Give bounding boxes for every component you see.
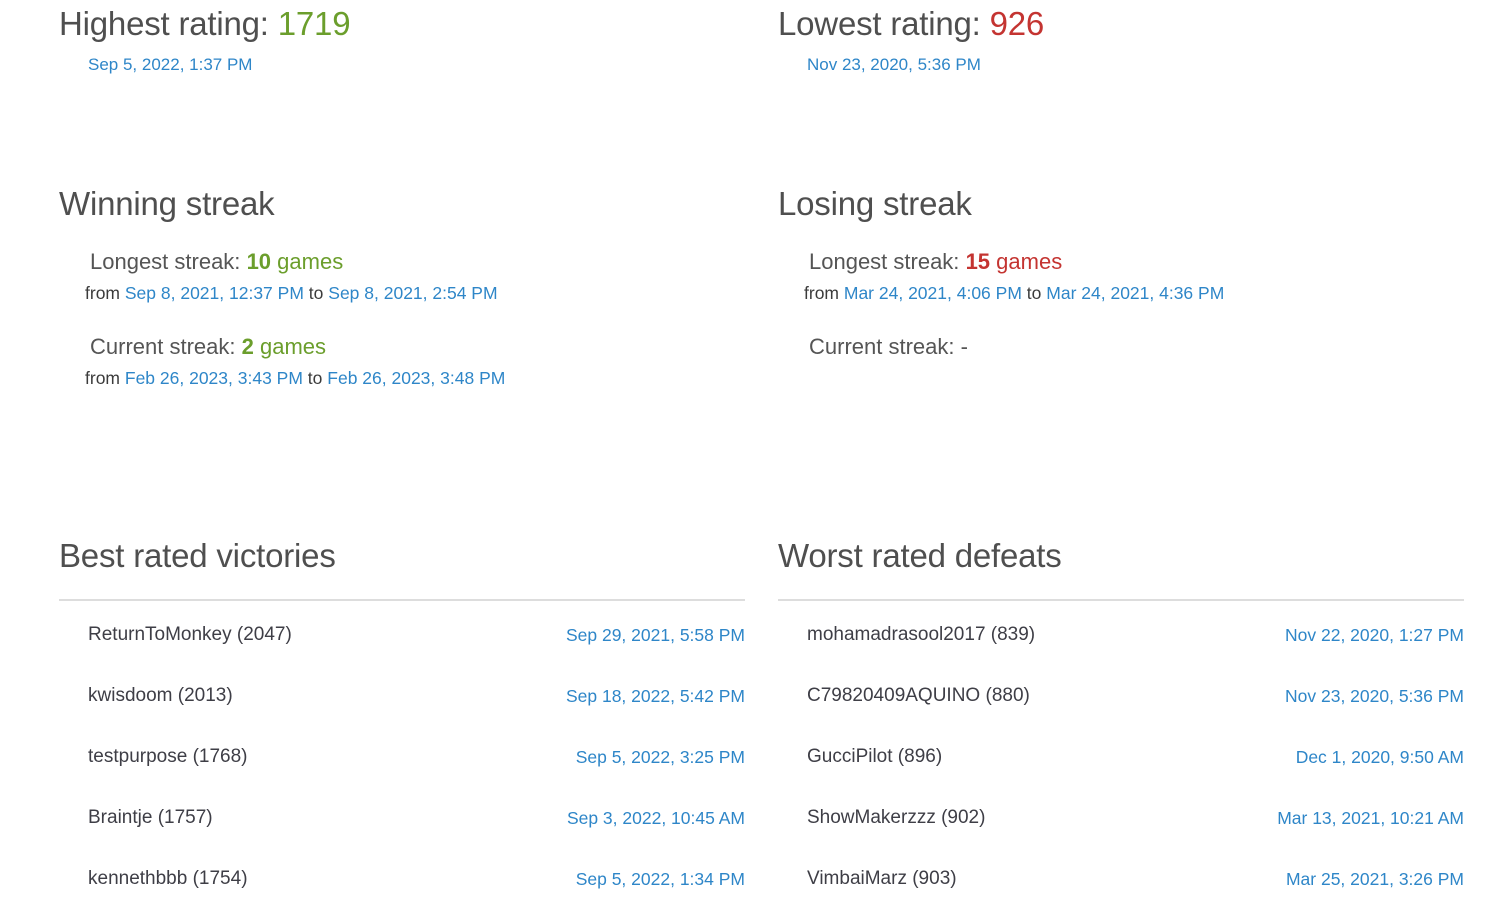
best-victories-section: Best rated victories ReturnToMonkey (204… [59,537,745,901]
losing-current-label: Current streak: [809,333,955,359]
streaks-row: Winning streak Longest streak: 10 games … [59,185,1464,389]
winning-streak-section: Winning streak Longest streak: 10 games … [59,185,745,389]
losing-longest-range-line: from Mar 24, 2021, 4:06 PM to Mar 24, 20… [804,283,1464,304]
lowest-rating-section: Lowest rating: 926 Nov 23, 2020, 5:36 PM [778,5,1464,75]
game-date-link[interactable]: Sep 5, 2022, 3:25 PM [575,746,745,767]
winning-longest-streak-line: Longest streak: 10 games [90,249,745,275]
losing-current-value: - [960,333,968,359]
game-date-link[interactable]: Sep 18, 2022, 5:42 PM [565,685,745,706]
game-date-link[interactable]: Sep 29, 2021, 5:58 PM [565,624,745,645]
game-date-link[interactable]: Mar 13, 2021, 10:21 AM [1277,807,1464,828]
highest-rating-date-link[interactable]: Sep 5, 2022, 1:37 PM [88,54,253,74]
defeat-row: GucciPilot (896) Dec 1, 2020, 9:50 AM [778,727,1464,788]
winning-current-range-line: from Feb 26, 2023, 3:43 PM to Feb 26, 20… [85,368,745,389]
highest-rating-value: 1719 [277,5,351,42]
winning-current-from-date-link[interactable]: Feb 26, 2023, 3:43 PM [124,367,303,388]
game-date-link[interactable]: Nov 23, 2020, 5:36 PM [1285,685,1464,706]
worst-defeats-title: Worst rated defeats [778,536,1062,574]
losing-longest-streak-line: Longest streak: 15 games [809,249,1464,275]
victory-row: ReturnToMonkey (2047) Sep 29, 2021, 5:58… [59,605,745,666]
opponent-name: ReturnToMonkey (2047) [88,624,292,646]
ratings-row: Highest rating: 1719 Sep 5, 2022, 1:37 P… [59,5,1464,75]
losing-longest-from-date-link[interactable]: Mar 24, 2021, 4:06 PM [843,282,1022,303]
game-date-link[interactable]: Mar 25, 2021, 3:26 PM [1285,868,1464,889]
worst-defeats-list: mohamadrasool2017 (839) Nov 22, 2020, 1:… [778,605,1464,901]
defeat-row: VimbaiMarz (903) Mar 25, 2021, 3:26 PM [778,849,1464,901]
from-label: from [85,367,120,388]
winning-longest-range-line: from Sep 8, 2021, 12:37 PM to Sep 8, 202… [85,283,745,304]
winning-longest-to-date-link[interactable]: Sep 8, 2021, 2:54 PM [328,282,498,303]
victory-row: kennethbbb (1754) Sep 5, 2022, 1:34 PM [59,849,745,901]
lowest-rating-label: Lowest rating: [778,5,981,42]
losing-longest-to-date-link[interactable]: Mar 24, 2021, 4:36 PM [1046,282,1225,303]
winning-current-label: Current streak: [90,333,236,359]
opponent-name: ShowMakerzzz (902) [807,807,986,829]
game-date-link[interactable]: Dec 1, 2020, 9:50 AM [1295,746,1464,767]
winning-longest-label: Longest streak: [90,248,241,274]
opponent-name: testpurpose (1768) [88,746,248,768]
opponent-name: kennethbbb (1754) [88,868,248,890]
lowest-rating-heading: Lowest rating: 926 [778,5,1464,43]
divider [59,598,745,601]
opponent-name: GucciPilot (896) [807,746,943,768]
to-label: to [1026,282,1042,303]
lowest-rating-value: 926 [989,5,1045,42]
defeat-row: mohamadrasool2017 (839) Nov 22, 2020, 1:… [778,605,1464,666]
winning-current-unit: games [260,333,327,359]
winning-longest-value: 10 [246,248,272,274]
winning-longest-unit: games [277,248,344,274]
highest-rating-section: Highest rating: 1719 Sep 5, 2022, 1:37 P… [59,5,745,75]
best-victories-title: Best rated victories [59,536,336,574]
highest-rating-label: Highest rating: [59,5,269,42]
winning-current-value: 2 [241,333,254,359]
winning-current-streak-line: Current streak: 2 games [90,334,745,360]
game-date-link[interactable]: Sep 3, 2022, 10:45 AM [566,807,745,828]
losing-streak-section: Losing streak Longest streak: 15 games f… [778,185,1464,389]
losing-current-streak-line: Current streak: - [809,334,1464,360]
defeat-row: ShowMakerzzz (902) Mar 13, 2021, 10:21 A… [778,788,1464,849]
defeat-row: C79820409AQUINO (880) Nov 23, 2020, 5:36… [778,666,1464,727]
victory-row: testpurpose (1768) Sep 5, 2022, 3:25 PM [59,727,745,788]
opponent-name: Braintje (1757) [88,807,213,829]
from-label: from [85,282,120,303]
opponent-name: C79820409AQUINO (880) [807,685,1030,707]
divider [778,598,1464,601]
lists-row: Best rated victories ReturnToMonkey (204… [59,537,1464,901]
winning-longest-from-date-link[interactable]: Sep 8, 2021, 12:37 PM [124,282,304,303]
losing-longest-label: Longest streak: [809,248,960,274]
losing-streak-title: Losing streak [778,184,972,222]
victory-row: kwisdoom (2013) Sep 18, 2022, 5:42 PM [59,666,745,727]
winning-current-to-date-link[interactable]: Feb 26, 2023, 3:48 PM [327,367,506,388]
best-victories-list: ReturnToMonkey (2047) Sep 29, 2021, 5:58… [59,605,745,901]
opponent-name: VimbaiMarz (903) [807,868,957,890]
losing-longest-value: 15 [965,248,991,274]
lowest-rating-date-link[interactable]: Nov 23, 2020, 5:36 PM [807,54,981,74]
winning-streak-title: Winning streak [59,184,275,222]
opponent-name: mohamadrasool2017 (839) [807,624,1036,646]
game-date-link[interactable]: Sep 5, 2022, 1:34 PM [575,868,745,889]
opponent-name: kwisdoom (2013) [88,685,233,707]
victory-row: Braintje (1757) Sep 3, 2022, 10:45 AM [59,788,745,849]
to-label: to [308,282,324,303]
to-label: to [307,367,323,388]
game-date-link[interactable]: Nov 22, 2020, 1:27 PM [1285,624,1464,645]
worst-defeats-section: Worst rated defeats mohamadrasool2017 (8… [778,537,1464,901]
from-label: from [804,282,839,303]
highest-rating-heading: Highest rating: 1719 [59,5,745,43]
losing-longest-unit: games [996,248,1063,274]
